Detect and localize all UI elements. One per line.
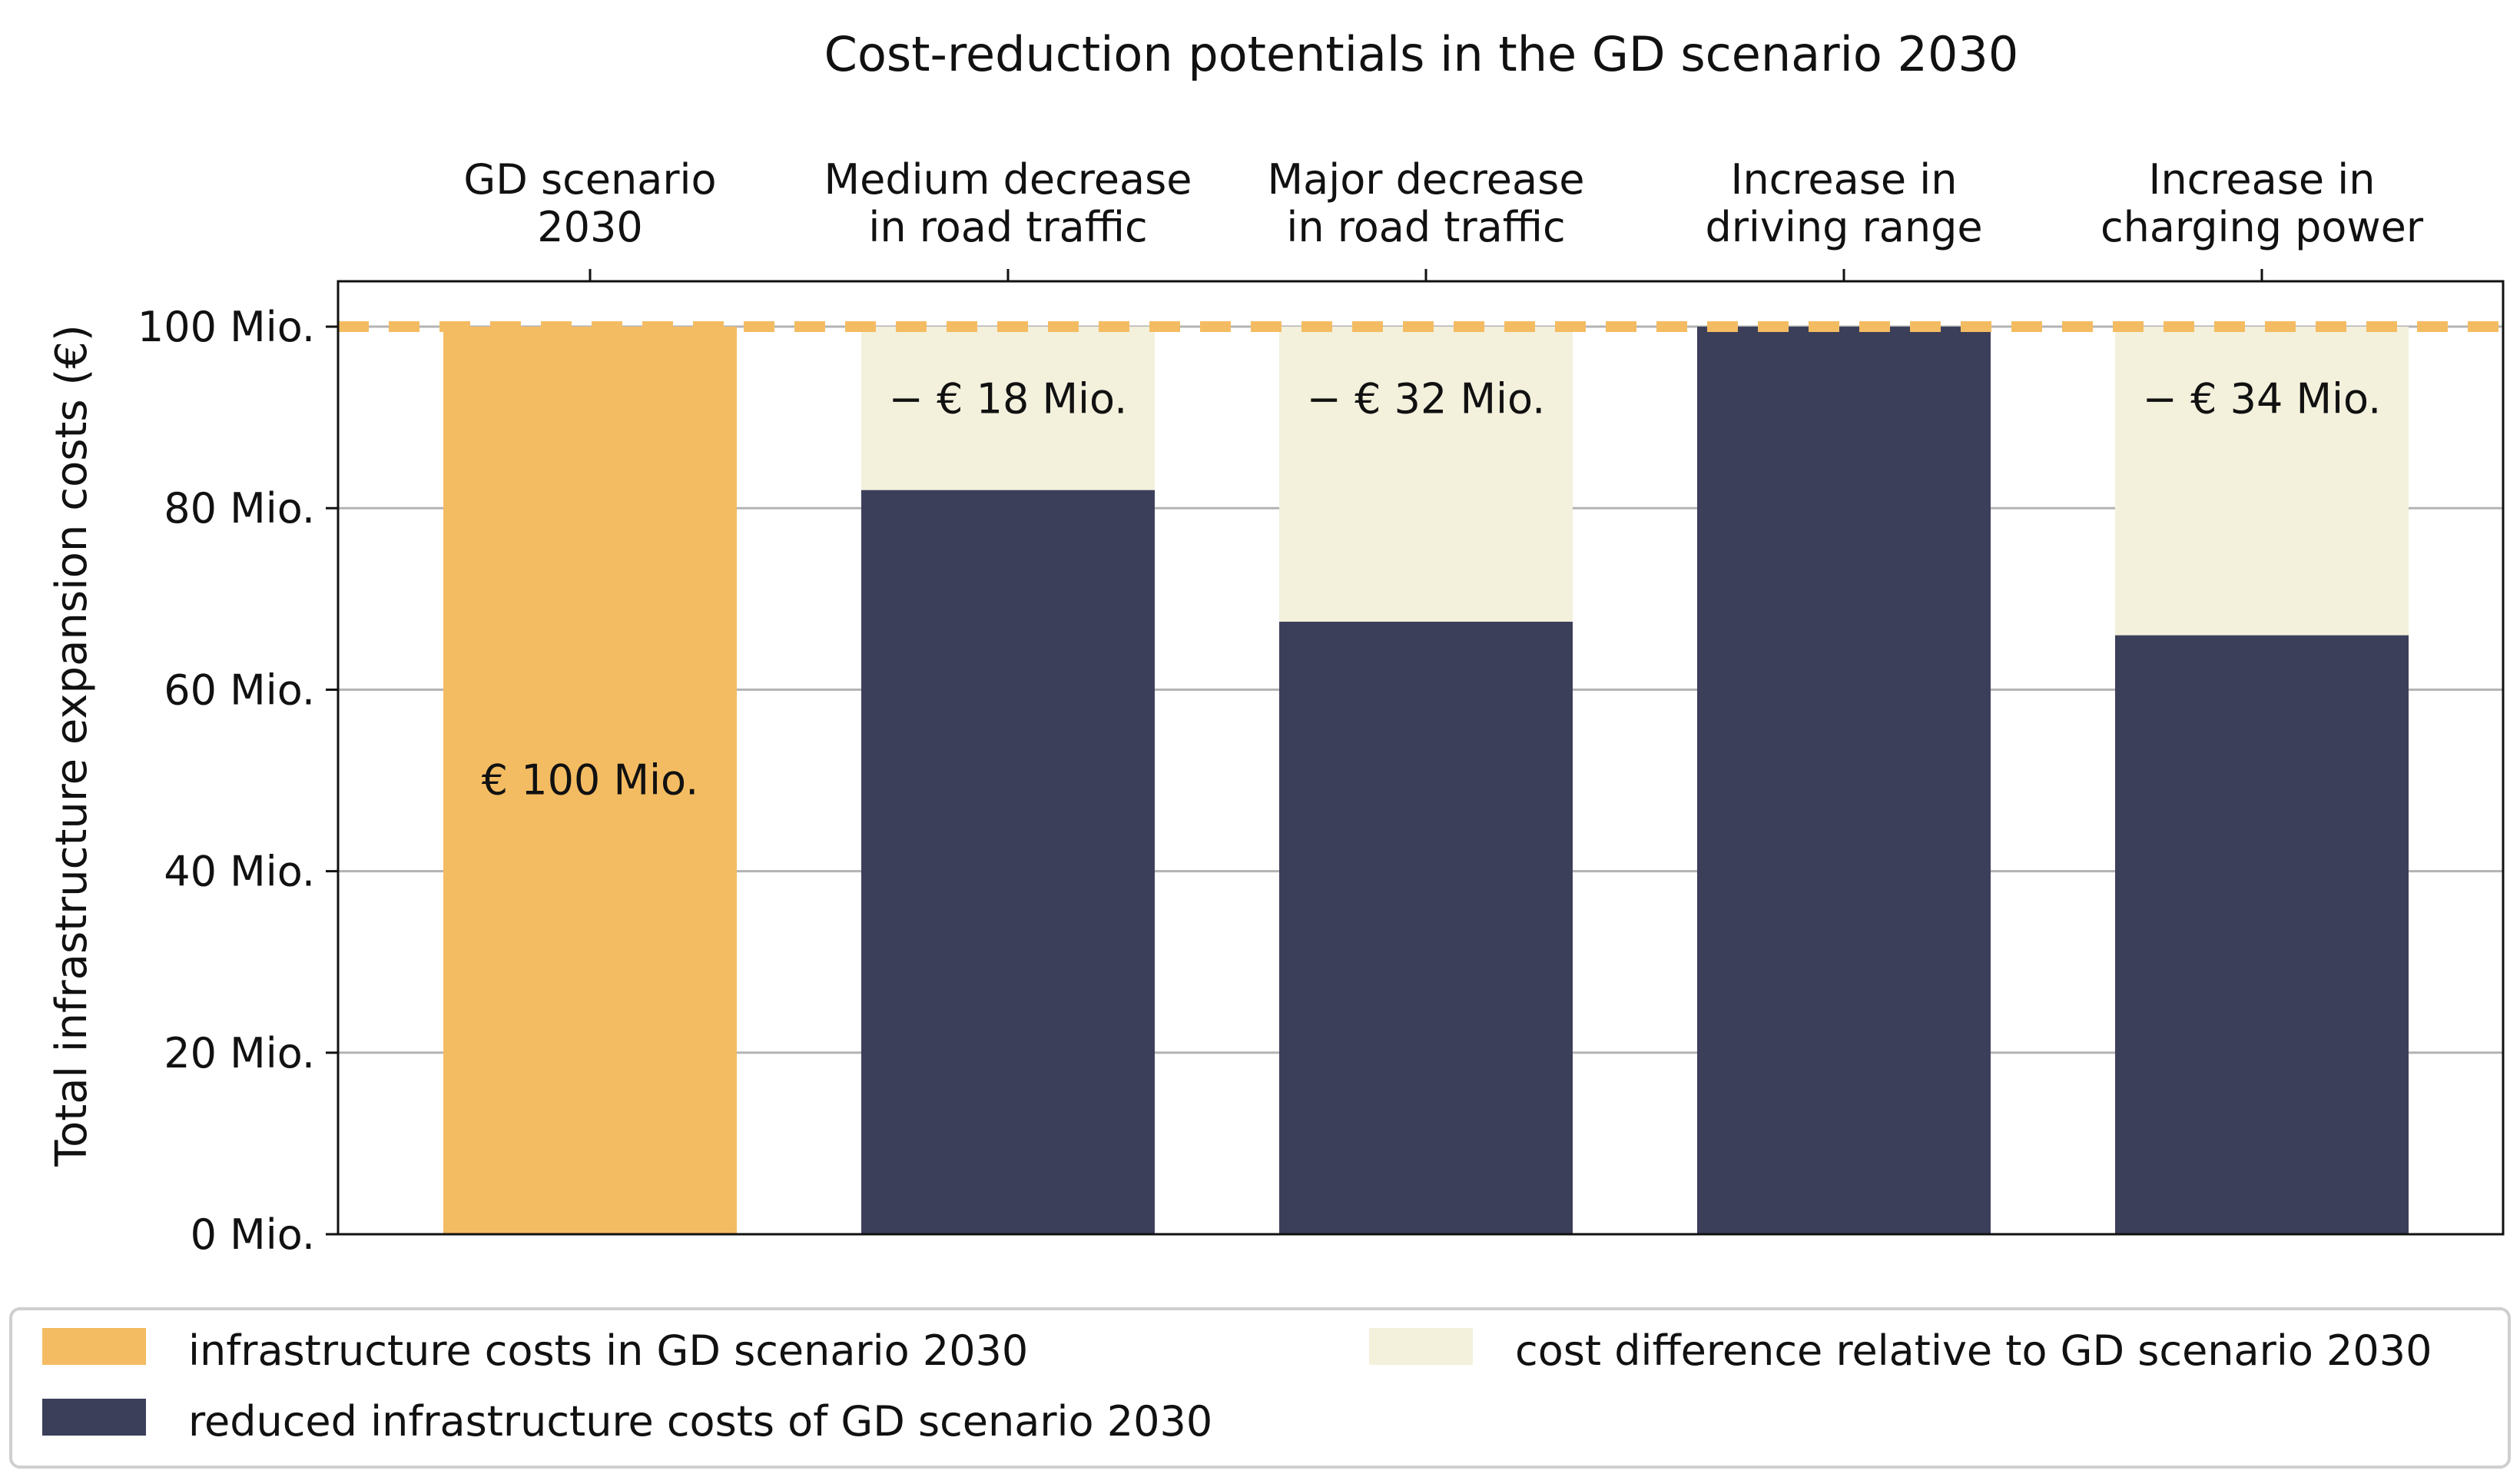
bar-annotation: € 100 Mio. [482,756,699,805]
legend-label: infrastructure costs in GD scenario 2030 [188,1326,1028,1375]
category-label: Increase in charging power [2101,155,2424,251]
y-tick-label: 20 Mio. [164,1029,315,1077]
category-label: Increase in driving range [1705,155,1982,251]
bar-annotation: − € 18 Mio. [889,375,1128,423]
legend-label: reduced infrastructure costs of GD scena… [188,1397,1212,1446]
bar-annotation: − € 34 Mio. [2143,375,2382,423]
bar-segment [2115,635,2409,1234]
category-label: Medium decrease in road traffic [824,155,1192,251]
y-tick-label: 40 Mio. [164,848,315,896]
legend: infrastructure costs in GD scenario 2030… [9,1307,2511,1469]
bar-segment [1279,327,1573,622]
category-label: GD scenario 2030 [463,155,716,251]
legend-label: cost difference relative to GD scenario … [1515,1326,2432,1375]
bar-segment [443,327,737,1234]
bar-segment [2115,327,2409,636]
y-tick-label: 60 Mio. [164,666,315,714]
y-tick-label: 100 Mio. [138,303,315,351]
chart-title: Cost-reduction potentials in the GD scen… [824,26,2019,82]
bars [443,327,2409,1234]
y-axis-label: Total infrastructure expansion costs (€) [47,324,97,1167]
plot-frame [337,280,2505,1236]
bar-segment [861,490,1155,1234]
bar-segment [1279,621,1573,1234]
bar-annotation: − € 32 Mio. [1307,375,1546,423]
y-tick-label: 0 Mio. [191,1210,315,1259]
axes [326,269,2505,1236]
legend-swatch [42,1399,146,1436]
y-tick-label: 80 Mio. [164,484,315,533]
bar-segment [1697,327,1991,1234]
category-label: Major decrease in road traffic [1268,155,1585,251]
labels: 0 Mio. 20 Mio. 40 Mio. 60 Mio. 80 Mio. 100 Mi… [138,155,2424,1259]
legend-swatch [1369,1328,1473,1365]
bar-segment [861,327,1155,490]
legend-swatch [42,1328,146,1365]
legend-box [9,1307,2511,1469]
